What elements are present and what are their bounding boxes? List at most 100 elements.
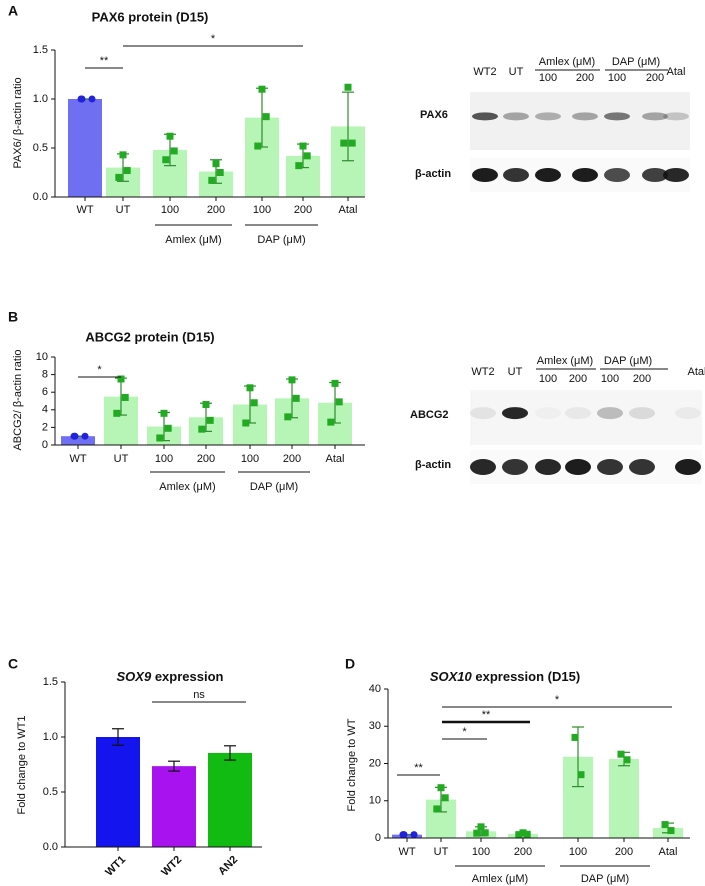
blot-row-label: β-actin [415,459,451,471]
blot-band [535,112,561,121]
bar [68,99,102,197]
data-point [202,401,210,409]
data-point [254,142,262,150]
data-point [115,173,123,181]
lane-label: WT2 [471,366,494,378]
x-tick-label: 100 [161,204,179,216]
data-point [667,827,675,835]
x-tick-label: 200 [615,846,633,858]
blot-band [597,407,623,420]
blot-band [470,407,496,420]
chart-title: SOX10 expression (D15) [430,669,580,684]
data-point [288,376,296,384]
data-point [246,384,254,392]
y-tick-label: 2 [42,421,48,433]
blot-band [675,459,701,475]
significance-label: * [211,33,216,45]
data-point [206,416,214,424]
y-tick-label: 10 [369,795,381,807]
data-point [577,771,585,779]
x-tick-label: 200 [197,453,215,465]
y-tick-label: 6 [42,386,48,398]
blot-band [675,407,701,420]
significance-label: ** [414,762,423,774]
panel-label: A [8,3,18,19]
group-label: DAP (μM) [257,234,305,246]
data-point [481,829,489,837]
data-point [473,829,481,837]
blot-band [502,407,528,420]
group-label: Amlex (μM) [159,481,215,493]
data-point [441,794,449,802]
data-point [162,156,170,164]
bar [609,759,639,838]
x-tick-label: UT [116,204,131,216]
lane-label: 100 [608,72,626,84]
bar [61,436,95,445]
blot-band [604,168,630,182]
data-point [88,95,96,103]
lane-label: UT [508,366,523,378]
data-point [340,139,348,147]
data-point [119,151,127,159]
panel-label: D [345,656,355,672]
title-gene: SOX10 [430,669,473,684]
blot-band [565,407,591,420]
blot-band [642,168,668,182]
blot-band [597,459,623,475]
group-label: Amlex (μM) [472,873,528,885]
y-tick-label: 0.0 [43,841,58,853]
blot-band [535,459,561,475]
lane-label: 100 [539,373,557,385]
data-point [262,113,270,121]
y-tick-label: 30 [369,720,381,732]
data-point [250,399,258,407]
group-label: DAP (μM) [250,481,298,493]
lane-label: 200 [633,373,651,385]
x-tick-label: UT [114,453,129,465]
y-tick-label: 0.5 [43,786,58,798]
significance-label: * [462,726,467,738]
x-tick-label: WT [398,846,415,858]
x-tick-label: Atal [659,846,678,858]
data-point [400,831,408,839]
data-point [71,432,79,440]
lane-label: 100 [539,72,557,84]
lane-label: 200 [569,373,587,385]
bar [152,766,196,847]
data-point [113,409,121,417]
blot-background [470,92,690,150]
lane-group-label: DAP (μM) [604,355,652,367]
data-point [299,142,307,150]
lane-label: 100 [601,373,619,385]
y-tick-label: 0 [42,439,48,451]
x-tick-label: 200 [207,204,225,216]
x-tick-label: 200 [294,204,312,216]
blot-row-label: ABCG2 [410,409,449,421]
lane-label: Atal [688,366,705,378]
y-tick-label: 0.5 [33,142,48,154]
blot-band [502,459,528,475]
y-axis-label: PAX6/ β-actin ratio [12,77,24,168]
data-point [292,394,300,402]
data-point [117,375,125,383]
title-text: expression [155,669,224,684]
x-tick-label: Atal [339,204,358,216]
blot-band [663,168,689,182]
y-tick-label: 1.0 [33,93,48,105]
y-tick-label: 0.0 [33,191,48,203]
y-tick-label: 8 [42,369,48,381]
blot-band [572,168,598,182]
data-point [519,829,527,837]
blot-row-label: β-actin [415,168,451,180]
data-point [433,805,441,813]
data-point [523,830,531,838]
y-tick-label: 1.5 [33,44,48,56]
y-tick-label: 20 [369,757,381,769]
bar [208,752,252,847]
y-axis-label: Fold change to WT [346,718,358,811]
significance-label: ** [100,55,109,67]
y-tick-label: 10 [36,351,48,363]
significance-label: * [555,694,560,706]
data-point [617,750,625,758]
